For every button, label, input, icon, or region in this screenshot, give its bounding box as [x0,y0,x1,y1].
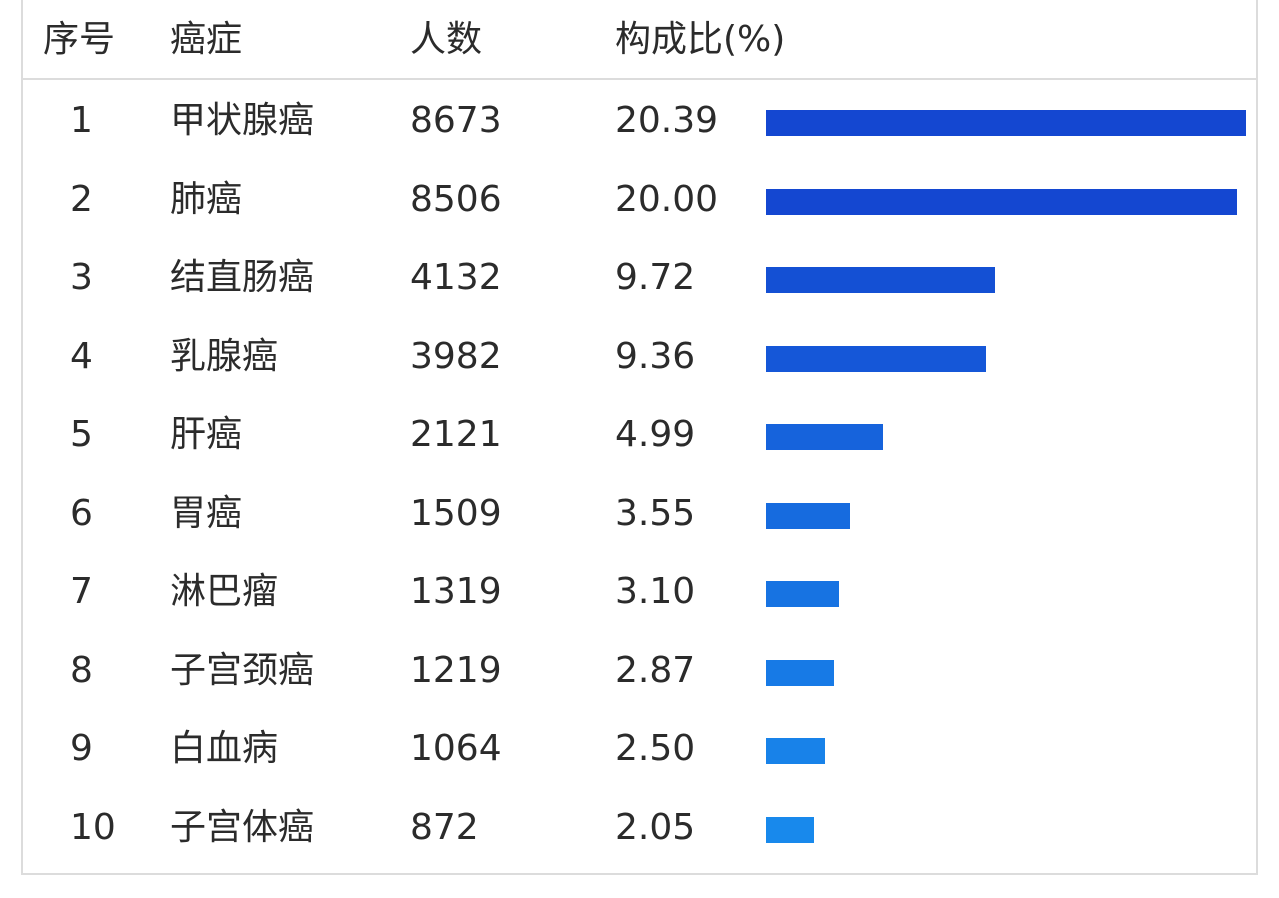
row-cancer-name: 子宫颈癌 [170,649,315,691]
table-row: 6 胃癌 1509 3.55 [23,475,1256,553]
row-rank: 7 [70,571,93,612]
row-rank: 8 [70,649,93,691]
row-count: 1509 [410,492,502,534]
row-count: 8506 [410,178,502,220]
bar-4 [766,345,986,372]
bar-9 [766,738,825,764]
table-row: 8 子宫颈癌 1219 2.87 [23,632,1256,710]
row-cancer-name: 乳腺癌 [170,335,279,377]
row-cancer-name: 子宫体癌 [170,806,315,848]
row-cancer-name: 肝癌 [170,414,243,455]
row-cancer-name: 肺癌 [170,178,243,220]
bar-7 [766,581,839,607]
row-count: 8673 [410,100,502,141]
row-percent: 2.50 [615,728,696,769]
header-count: 人数 [410,19,483,60]
row-count: 4132 [410,257,502,298]
row-rank: 4 [70,335,93,377]
row-count: 872 [410,806,479,848]
row-percent: 2.05 [615,806,696,848]
table-row: 7 淋巴瘤 1319 3.10 [23,553,1256,631]
row-count: 1319 [410,571,502,612]
row-rank: 10 [70,806,116,848]
row-percent: 9.36 [615,335,696,377]
row-percent: 9.72 [615,257,696,298]
row-percent: 20.39 [615,100,719,141]
bar-1 [766,110,1246,136]
row-cancer-name: 白血病 [170,728,279,769]
row-rank: 2 [70,178,93,220]
row-rank: 9 [70,728,93,769]
table-header-row: 序号 癌症 人数 构成比(%) [23,0,1256,80]
row-cancer-name: 甲状腺癌 [170,100,315,141]
row-count: 2121 [410,414,502,455]
row-rank: 6 [70,492,93,534]
header-percent: 构成比(%) [615,19,786,60]
bar-6 [766,502,850,529]
table-row: 9 白血病 1064 2.50 [23,710,1256,788]
row-percent: 2.87 [615,649,696,691]
row-rank: 1 [70,100,93,141]
table-row: 4 乳腺癌 3982 9.36 [23,318,1256,396]
header-rank: 序号 [43,19,116,60]
row-percent: 20.00 [615,178,719,220]
cancer-ranking-table: 序号 癌症 人数 构成比(%) 1 甲状腺癌 8673 20.39 2 肺癌 8506 20.… [21,0,1258,875]
bar-3 [766,267,995,293]
table-row: 3 结直肠癌 4132 9.72 [23,239,1256,317]
table-row: 1 甲状腺癌 8673 20.39 [23,82,1256,160]
bar-8 [766,659,834,686]
row-rank: 3 [70,257,93,298]
row-cancer-name: 胃癌 [170,492,243,534]
bar-5 [766,424,883,450]
row-cancer-name: 结直肠癌 [170,257,315,298]
header-cancer: 癌症 [170,19,243,60]
table-row: 5 肝癌 2121 4.99 [23,396,1256,474]
row-cancer-name: 淋巴瘤 [170,571,279,612]
row-percent: 4.99 [615,414,696,455]
bar-10 [766,816,814,843]
bar-2 [766,188,1237,215]
row-count: 1219 [410,649,502,691]
row-count: 3982 [410,335,502,377]
row-percent: 3.55 [615,492,696,534]
table-row: 2 肺癌 8506 20.00 [23,161,1256,239]
row-rank: 5 [70,414,93,455]
row-count: 1064 [410,728,502,769]
row-percent: 3.10 [615,571,696,612]
table-row: 10 子宫体癌 872 2.05 [23,789,1256,867]
